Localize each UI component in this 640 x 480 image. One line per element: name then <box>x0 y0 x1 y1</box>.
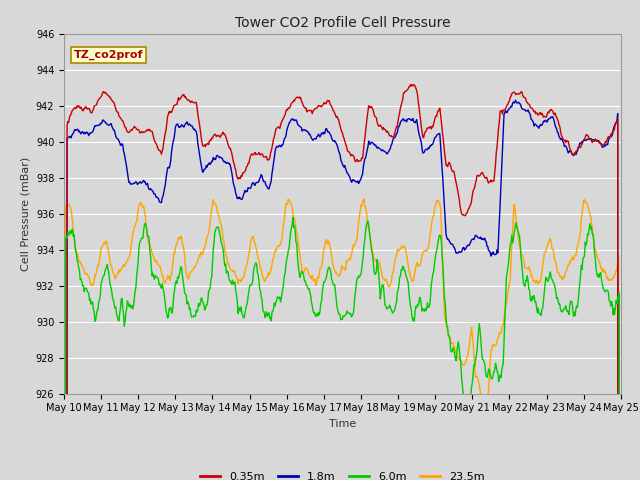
X-axis label: Time: Time <box>329 419 356 429</box>
Title: Tower CO2 Profile Cell Pressure: Tower CO2 Profile Cell Pressure <box>235 16 450 30</box>
Y-axis label: Cell Pressure (mBar): Cell Pressure (mBar) <box>20 156 30 271</box>
Text: TZ_co2prof: TZ_co2prof <box>74 50 143 60</box>
Legend: 0.35m, 1.8m, 6.0m, 23.5m: 0.35m, 1.8m, 6.0m, 23.5m <box>196 468 489 480</box>
